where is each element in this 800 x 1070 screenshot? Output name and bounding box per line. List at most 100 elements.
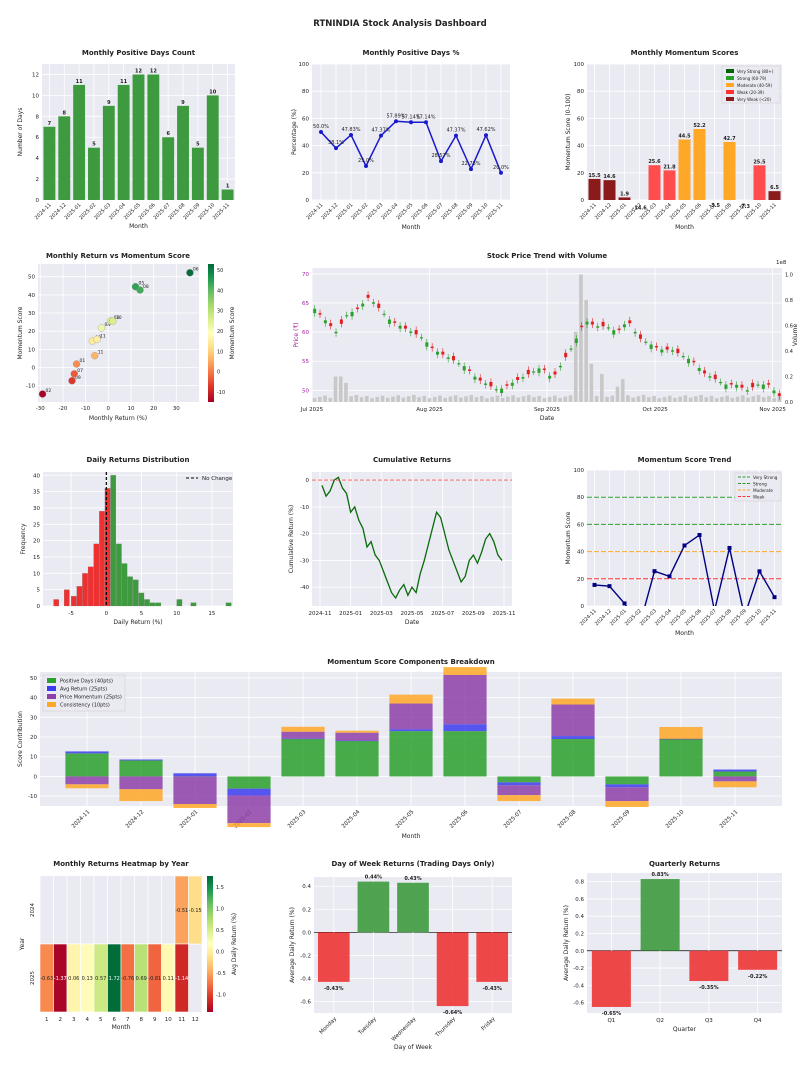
volume-bar: [375, 396, 380, 402]
candle-body: [644, 341, 648, 343]
candle-body: [318, 313, 322, 315]
x-tick-label: 10: [127, 406, 134, 412]
legend-swatch: [726, 90, 734, 94]
chart-title: Daily Returns Distribution: [87, 456, 190, 464]
point-value-label: 47.62%: [476, 127, 495, 133]
volume-bar: [370, 398, 374, 402]
candle-body: [409, 331, 413, 333]
y-tick-label: 0.2: [302, 907, 311, 913]
candle-body: [403, 325, 407, 329]
volume-bar: [678, 396, 682, 402]
candle-body: [708, 376, 712, 378]
volume-bar: [730, 397, 735, 402]
x-tick-label: Jul 2025: [300, 407, 324, 413]
bar: [618, 197, 631, 200]
scatter-point: [97, 324, 106, 332]
x-tick-label: 2025-01: [179, 809, 199, 829]
colorbar-label: Avg Daily Return (%): [231, 913, 238, 975]
volume-bar: [474, 397, 479, 402]
volume-bar: [380, 395, 385, 402]
candle-body: [355, 307, 359, 310]
x-tick-label: 2025-11: [485, 202, 504, 221]
candle-body: [505, 384, 509, 386]
y-tick-label: 40: [33, 473, 40, 479]
y-tick-label: 60: [302, 330, 309, 336]
volume-bar: [438, 395, 442, 402]
cell-value-label: -1.14: [175, 976, 188, 982]
bar: [73, 84, 86, 200]
volume-bar: [318, 396, 322, 402]
candle-body: [526, 369, 530, 375]
candle-body: [633, 331, 637, 334]
stacked-segment: [65, 784, 109, 789]
volume-bar: [688, 397, 693, 402]
colorbar-tick-label: -10: [217, 390, 225, 396]
point-value-label: 38.1%: [328, 140, 344, 146]
candle-body: [516, 377, 520, 380]
x-tick-label: 2025-11: [212, 202, 231, 221]
bar-value-label: 44.5: [678, 133, 691, 139]
y-tick-label: 80: [302, 89, 309, 95]
cell-value-label: -0.63: [40, 976, 53, 982]
bar-value-label: -7.3: [739, 204, 750, 210]
volume-bar: [396, 395, 400, 402]
y-tick-label: 40: [302, 144, 309, 150]
chart-title: Day of Week Returns (Trading Days Only): [332, 860, 495, 868]
y-axis-label: Average Daily Return (%): [563, 905, 570, 981]
y-axis-label: Average Daily Return (%): [289, 907, 296, 983]
y-tick-label: 0: [36, 198, 40, 204]
volume-bar: [344, 382, 348, 402]
y2-tick-label: 0.6: [785, 323, 793, 329]
y-tick-label: 20: [302, 171, 309, 177]
y2-tick-label: 1.0: [785, 272, 793, 278]
y2-exponent: 1e8: [776, 260, 787, 266]
x-axis-label: Month: [675, 630, 694, 637]
volume-bar: [417, 397, 421, 402]
y-tick-label: 20: [577, 577, 584, 583]
y-tick-label: 60: [302, 116, 309, 122]
candle-body: [756, 384, 760, 386]
volume-bar: [594, 395, 599, 402]
candle-body: [671, 350, 675, 352]
stacked-segment: [605, 801, 649, 807]
volume-bar: [772, 398, 776, 402]
y-tick-label: 2: [36, 177, 40, 183]
stacked-segment: [335, 732, 379, 741]
volume-bar: [563, 396, 568, 402]
point-label: 02: [46, 388, 52, 394]
candle-body: [542, 368, 546, 370]
volume-bar: [547, 396, 552, 402]
bar: [588, 178, 601, 200]
stacked-segment: [281, 731, 325, 739]
x-tick-label: Sep 2025: [534, 407, 561, 413]
point-value-label: 20.0%: [493, 165, 509, 171]
candle-body: [446, 357, 450, 359]
stacked-segment: [713, 769, 757, 772]
bar-value-label: 52.2: [693, 123, 706, 129]
bar: [476, 932, 509, 982]
y-tick-label: 8: [36, 114, 40, 120]
x-tick-label: 2025-11: [719, 809, 739, 829]
volume-bar: [647, 397, 651, 402]
y2-tick-label: 0.0: [785, 400, 793, 406]
candle-body: [601, 321, 605, 327]
volume-bar: [479, 395, 484, 402]
volume-bar: [521, 396, 526, 402]
bar: [678, 139, 691, 200]
candle-body: [585, 321, 589, 325]
candle-body: [436, 351, 440, 355]
candle-body: [371, 302, 375, 304]
histogram-bar: [93, 543, 100, 607]
candle-body: [729, 383, 733, 385]
candle-body: [628, 320, 632, 324]
legend-entry: Very Weak (<20): [737, 97, 771, 102]
y-tick-label: 0: [37, 604, 41, 610]
histogram-bar: [71, 596, 77, 607]
stacked-segment: [497, 795, 541, 802]
x-axis-label: Month: [129, 223, 148, 230]
histogram-bar: [155, 602, 162, 607]
volume-bar: [532, 397, 536, 402]
bar-value-label: -0.35%: [699, 985, 718, 991]
data-point: [439, 159, 443, 164]
y-tick-label: 0: [32, 366, 36, 372]
